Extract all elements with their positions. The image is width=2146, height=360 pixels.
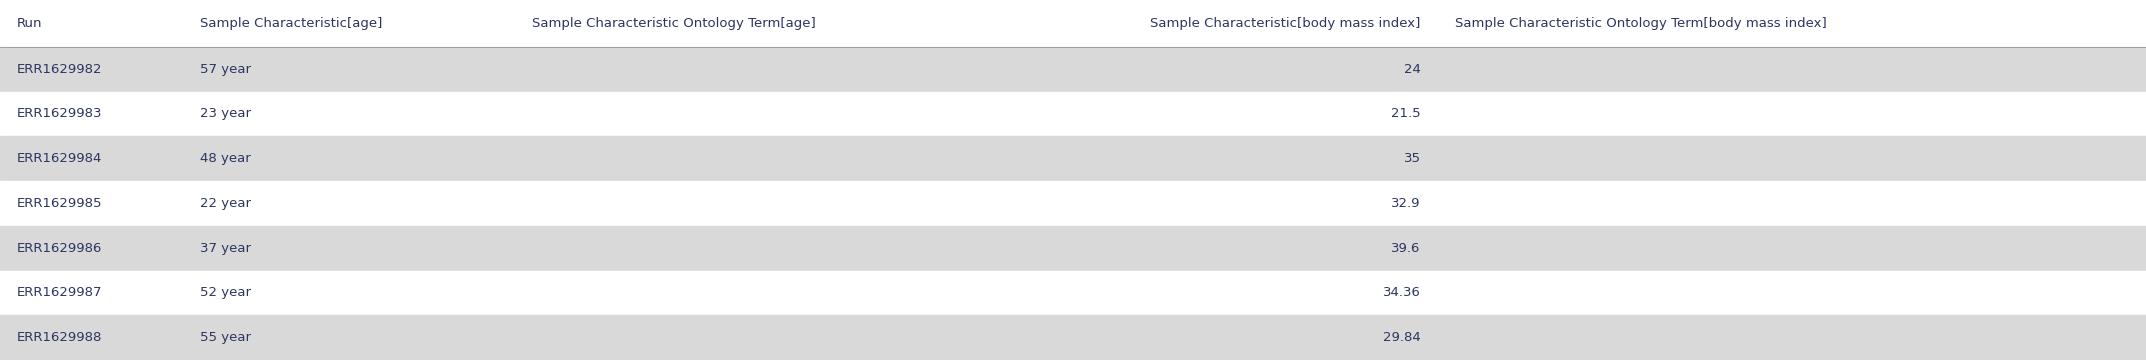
Text: 34.36: 34.36	[1382, 287, 1421, 300]
Text: 29.84: 29.84	[1382, 331, 1421, 344]
Text: Sample Characteristic[age]: Sample Characteristic[age]	[200, 17, 382, 30]
Bar	[0, 181, 2146, 226]
Text: ERR1629983: ERR1629983	[17, 107, 103, 120]
Text: 22 year: 22 year	[200, 197, 251, 210]
Bar	[0, 47, 2146, 91]
Text: 32.9: 32.9	[1391, 197, 1421, 210]
Bar	[0, 91, 2146, 136]
Text: Run: Run	[17, 17, 43, 30]
Bar	[0, 270, 2146, 315]
Text: 24: 24	[1403, 63, 1421, 76]
Text: 39.6: 39.6	[1391, 242, 1421, 255]
Bar	[0, 136, 2146, 181]
Text: 48 year: 48 year	[200, 152, 251, 165]
Text: 37 year: 37 year	[200, 242, 251, 255]
Text: ERR1629986: ERR1629986	[17, 242, 103, 255]
Text: 57 year: 57 year	[200, 63, 251, 76]
Text: Sample Characteristic Ontology Term[age]: Sample Characteristic Ontology Term[age]	[532, 17, 815, 30]
Text: ERR1629984: ERR1629984	[17, 152, 103, 165]
Text: 55 year: 55 year	[200, 331, 251, 344]
Text: Sample Characteristic[body mass index]: Sample Characteristic[body mass index]	[1150, 17, 1421, 30]
Text: ERR1629982: ERR1629982	[17, 63, 103, 76]
Text: 35: 35	[1403, 152, 1421, 165]
Text: 21.5: 21.5	[1391, 107, 1421, 120]
Text: ERR1629987: ERR1629987	[17, 287, 103, 300]
Bar	[0, 315, 2146, 360]
Text: Sample Characteristic Ontology Term[body mass index]: Sample Characteristic Ontology Term[body…	[1455, 17, 1826, 30]
Text: 23 year: 23 year	[200, 107, 251, 120]
Bar	[0, 0, 2146, 47]
Text: ERR1629988: ERR1629988	[17, 331, 103, 344]
Bar	[0, 226, 2146, 270]
Text: 52 year: 52 year	[200, 287, 251, 300]
Text: ERR1629985: ERR1629985	[17, 197, 103, 210]
